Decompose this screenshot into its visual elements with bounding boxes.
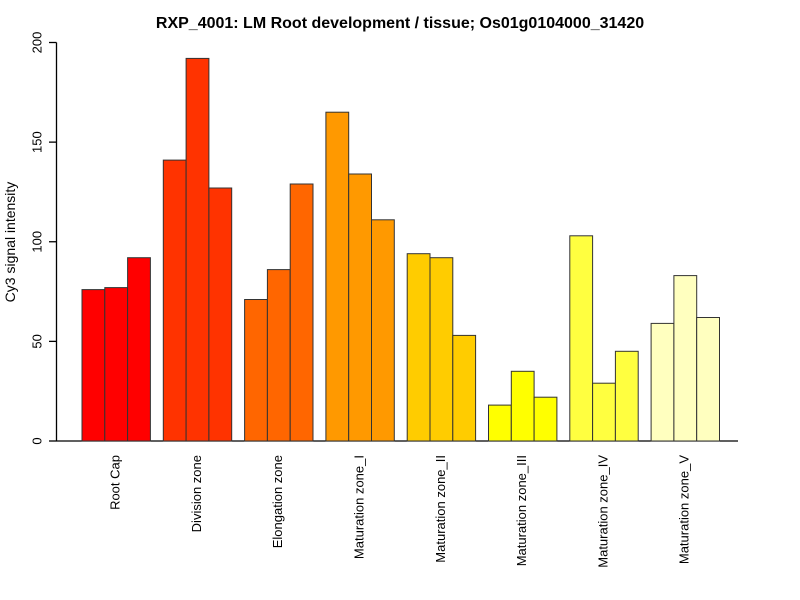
bar xyxy=(266,269,291,442)
x-category-label: Maturation zone_III xyxy=(514,455,529,566)
bar xyxy=(348,173,373,442)
bar xyxy=(569,235,594,442)
bar xyxy=(325,111,350,442)
bar xyxy=(127,257,151,442)
bar xyxy=(185,57,210,442)
bar xyxy=(208,187,233,442)
bar xyxy=(162,159,187,442)
bar xyxy=(592,382,616,442)
bar xyxy=(289,183,314,442)
y-tick-label: 100 xyxy=(29,231,44,253)
x-category-label: Maturation zone_II xyxy=(433,455,448,563)
y-tick-label: 50 xyxy=(29,334,44,348)
y-tick-label: 150 xyxy=(29,131,44,153)
y-axis-title: Cy3 signal intensity xyxy=(2,182,18,303)
bar xyxy=(244,299,268,442)
bar xyxy=(104,287,129,442)
bar xyxy=(696,317,721,442)
y-tick-label: 200 xyxy=(29,32,44,54)
bar xyxy=(533,396,558,442)
x-category-label: Root Cap xyxy=(108,455,123,510)
x-category-label: Elongation zone xyxy=(270,455,285,548)
bar xyxy=(429,257,454,442)
labels-group: 0 50 100 150 200 Root Cap Division zone Elongat… xyxy=(29,32,691,568)
bar xyxy=(614,350,639,442)
x-category-label: Division zone xyxy=(189,455,204,532)
y-tick-label: 0 xyxy=(29,437,44,444)
chart-title: RXP_4001: LM Root development / tissue; … xyxy=(156,15,644,32)
bar xyxy=(371,219,395,442)
bars-group xyxy=(81,57,721,442)
bar xyxy=(488,404,512,442)
bar xyxy=(650,322,675,442)
x-category-label: Maturation zone_V xyxy=(677,455,692,564)
bar xyxy=(81,289,106,442)
bar xyxy=(510,370,535,442)
x-category-label: Maturation zone_IV xyxy=(595,455,610,568)
bar xyxy=(406,253,431,442)
x-category-label: Maturation zone_I xyxy=(352,455,367,559)
bar xyxy=(673,275,698,442)
bar xyxy=(452,334,477,442)
